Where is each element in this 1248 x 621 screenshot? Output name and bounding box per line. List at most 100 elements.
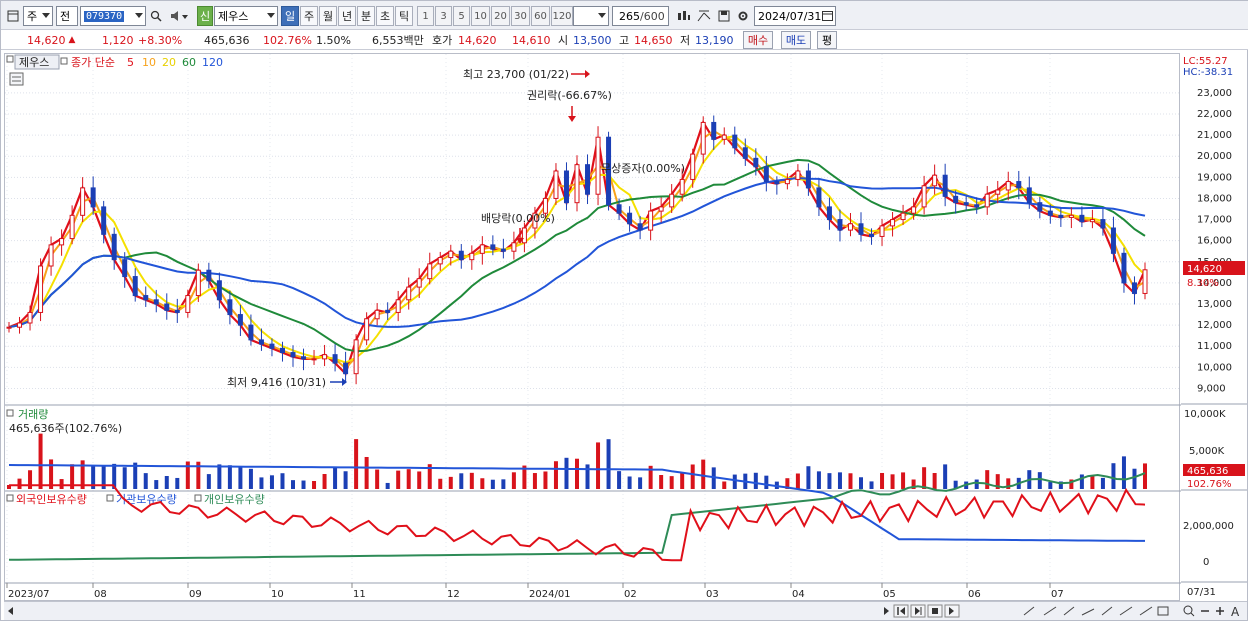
gear-icon[interactable] (734, 6, 752, 26)
window-icon[interactable] (4, 6, 22, 26)
price-tick: 11,000 (1197, 341, 1232, 352)
annot-rights: 권리락(-66.67%) (527, 89, 612, 102)
period-button-3[interactable]: 년 (338, 6, 356, 26)
interval-button-5[interactable]: 5 (453, 6, 470, 26)
bottom-scrollbar[interactable]: A (4, 601, 1247, 620)
interval-button-120[interactable]: 120 (551, 6, 573, 26)
search-icon[interactable] (147, 6, 165, 26)
legend-ma-60[interactable]: 60 (182, 56, 196, 69)
volume-bar (543, 471, 548, 489)
bid-price: 14,610 (512, 33, 551, 47)
candle (59, 238, 65, 246)
scroll-right-icon[interactable] (884, 607, 889, 615)
legend-stock-name[interactable]: 제우스 (19, 56, 49, 69)
x-axis-label: 2024/01 (529, 589, 571, 600)
candle (1016, 181, 1022, 189)
period-type-select[interactable]: 주 (23, 6, 53, 26)
candle (479, 244, 485, 254)
open-label: 시 (558, 34, 569, 47)
date-field[interactable]: 2024/07/31 (754, 6, 836, 26)
individual-holdings-line (8, 472, 1146, 561)
holders-legend-2[interactable]: 개인보유수량 (204, 493, 265, 506)
avg-button[interactable]: 평 (817, 31, 837, 49)
playback-controls[interactable] (893, 604, 960, 618)
x-axis-label: 09 (189, 589, 202, 600)
ask-label: 호가 (432, 34, 453, 47)
calendar-icon[interactable] (822, 10, 833, 24)
count-field[interactable]: 265/600 (612, 6, 669, 26)
candle (532, 212, 538, 229)
interval-button-3[interactable]: 3 (435, 6, 452, 26)
candle (1068, 214, 1074, 218)
font-size-icon[interactable]: A (1231, 605, 1240, 619)
legend-ma-label[interactable]: 종가 단순 (71, 56, 115, 69)
interval-custom-select[interactable] (573, 6, 609, 26)
table-icon[interactable] (9, 72, 24, 86)
volume-bar (333, 467, 338, 489)
period-button-0[interactable]: 일 (281, 6, 299, 26)
legend-ma-5[interactable]: 5 (127, 56, 134, 69)
candle (27, 311, 33, 324)
holders-legend: 외국인보유수량 기관보유수량 개인보유수량 (6, 493, 265, 506)
interval-button-60[interactable]: 60 (531, 6, 550, 26)
period-button-2[interactable]: 월 (319, 6, 337, 26)
volume-bar (469, 472, 474, 489)
candle (279, 347, 285, 354)
buy-button[interactable]: 매수 (743, 31, 773, 49)
candle (1110, 227, 1116, 254)
save-icon[interactable] (715, 6, 733, 26)
candle (858, 223, 864, 235)
interval-button-1[interactable]: 1 (417, 6, 434, 26)
volume-bar (1079, 474, 1084, 489)
stock-name-field[interactable]: 제우스 (214, 6, 278, 26)
period-button-1[interactable]: 주 (300, 6, 318, 26)
candle (416, 278, 422, 288)
right-axis: LC:55.27 HC:-38.31 23,000 22,000 21,000 20,… (1181, 53, 1247, 601)
price-tick: 21,000 (1197, 130, 1232, 141)
holders-tick-2m: 2,000,000 (1183, 521, 1234, 532)
interval-button-20[interactable]: 20 (491, 6, 510, 26)
prev-select[interactable]: 전 (56, 6, 78, 26)
legend-ma-20[interactable]: 20 (162, 56, 176, 69)
candle (911, 206, 917, 214)
chart-area[interactable]: 최고 23,700 (01/22) 권리락(-66.67%) 무상증자(0.00… (4, 53, 1181, 601)
candle (795, 170, 801, 180)
period-button-4[interactable]: 분 (357, 6, 375, 26)
candle (48, 244, 54, 267)
volume-bar (28, 470, 33, 489)
candle (490, 244, 496, 250)
volume-bar (985, 470, 990, 489)
interval-button-10[interactable]: 10 (471, 6, 490, 26)
trade-amount: 6,553백만 (372, 34, 424, 47)
zoom-icon[interactable] (1183, 605, 1193, 615)
period-button-5[interactable]: 초 (376, 6, 394, 26)
volume-bar (1090, 475, 1095, 489)
candle (847, 223, 853, 231)
stock-code-input[interactable]: 079370 (80, 6, 146, 26)
sell-button[interactable]: 매도 (781, 31, 811, 49)
volume-bar (522, 465, 527, 489)
price-legend: 제우스 종가 단순 5 10 20 60 120 (6, 54, 223, 86)
candle (90, 187, 96, 208)
legend-ma-10[interactable]: 10 (142, 56, 156, 69)
crosshair-icon[interactable] (695, 6, 713, 26)
candle (132, 276, 138, 297)
volume-tick-10000k: 10,000K (1184, 409, 1226, 420)
holders-legend-0[interactable]: 외국인보유수량 (16, 493, 87, 506)
volume-title[interactable]: 거래량 (18, 408, 48, 421)
chart-tools-icon[interactable] (675, 6, 693, 26)
volume-bar (154, 480, 159, 489)
volume-bar (291, 480, 295, 489)
candle (763, 166, 769, 183)
interval-button-30[interactable]: 30 (511, 6, 530, 26)
legend-ma-120[interactable]: 120 (202, 56, 223, 69)
volume-bar (501, 479, 506, 489)
period-button-6[interactable]: 틱 (395, 6, 413, 26)
drawing-tools[interactable] (1023, 606, 1169, 616)
volume-bar (312, 481, 317, 489)
scroll-left-icon[interactable] (8, 607, 13, 615)
speaker-icon[interactable] (167, 6, 193, 26)
volume-bar (1143, 463, 1147, 489)
candle (38, 265, 44, 313)
